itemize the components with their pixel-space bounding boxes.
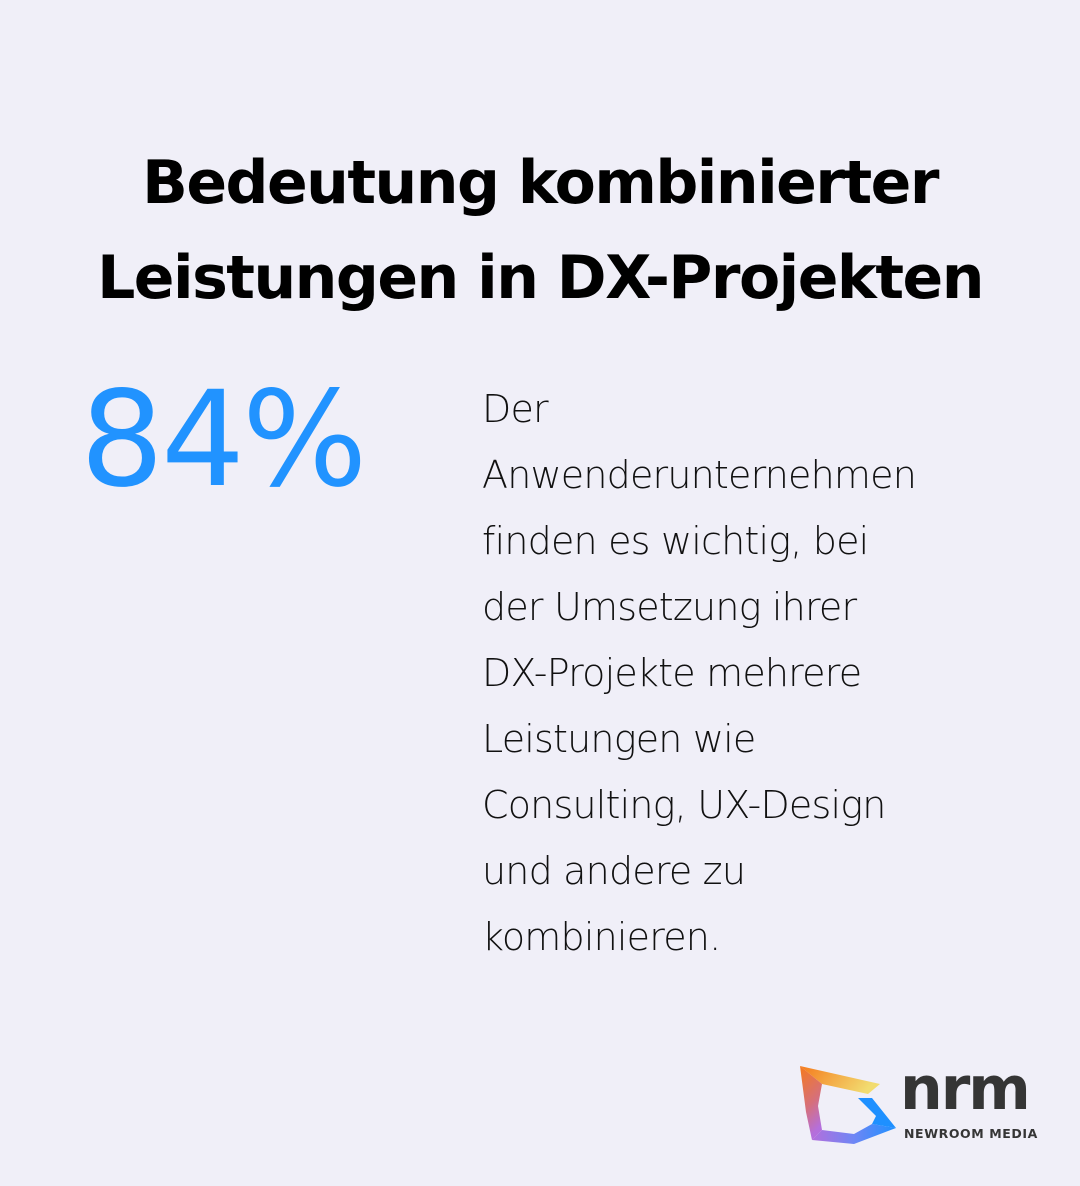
desc-line: Anwenderunternehmen (482, 453, 917, 497)
desc-line: der Umsetzung ihrer (482, 585, 857, 629)
desc-line: kombinieren. (482, 915, 721, 959)
page-title: Bedeutung kombinierter Leistungen in DX-… (0, 136, 1080, 326)
desc-line: Leistungen wie (482, 717, 756, 761)
desc-line: DX-Projekte mehrere (482, 651, 862, 695)
title-line-1: Bedeutung kombinierter (142, 148, 939, 219)
desc-line: Der (482, 387, 549, 431)
desc-line: Consulting, UX-Design (482, 783, 886, 827)
title-line-2: Leistungen in DX-Projekten (97, 243, 984, 314)
stat-description: Der Anwenderunternehmen finden es wichti… (482, 376, 1022, 970)
stat-value: 84% (80, 363, 367, 517)
brand-logo: nrm NEWROOM MEDIA (798, 1054, 1048, 1152)
nrm-logo-mark-icon (800, 1066, 896, 1144)
logo-wordmark: nrm (900, 1054, 1031, 1124)
desc-line: und andere zu (482, 849, 746, 893)
desc-line: finden es wichtig, bei (482, 519, 869, 563)
logo-subline: NEWROOM MEDIA (904, 1126, 1038, 1141)
